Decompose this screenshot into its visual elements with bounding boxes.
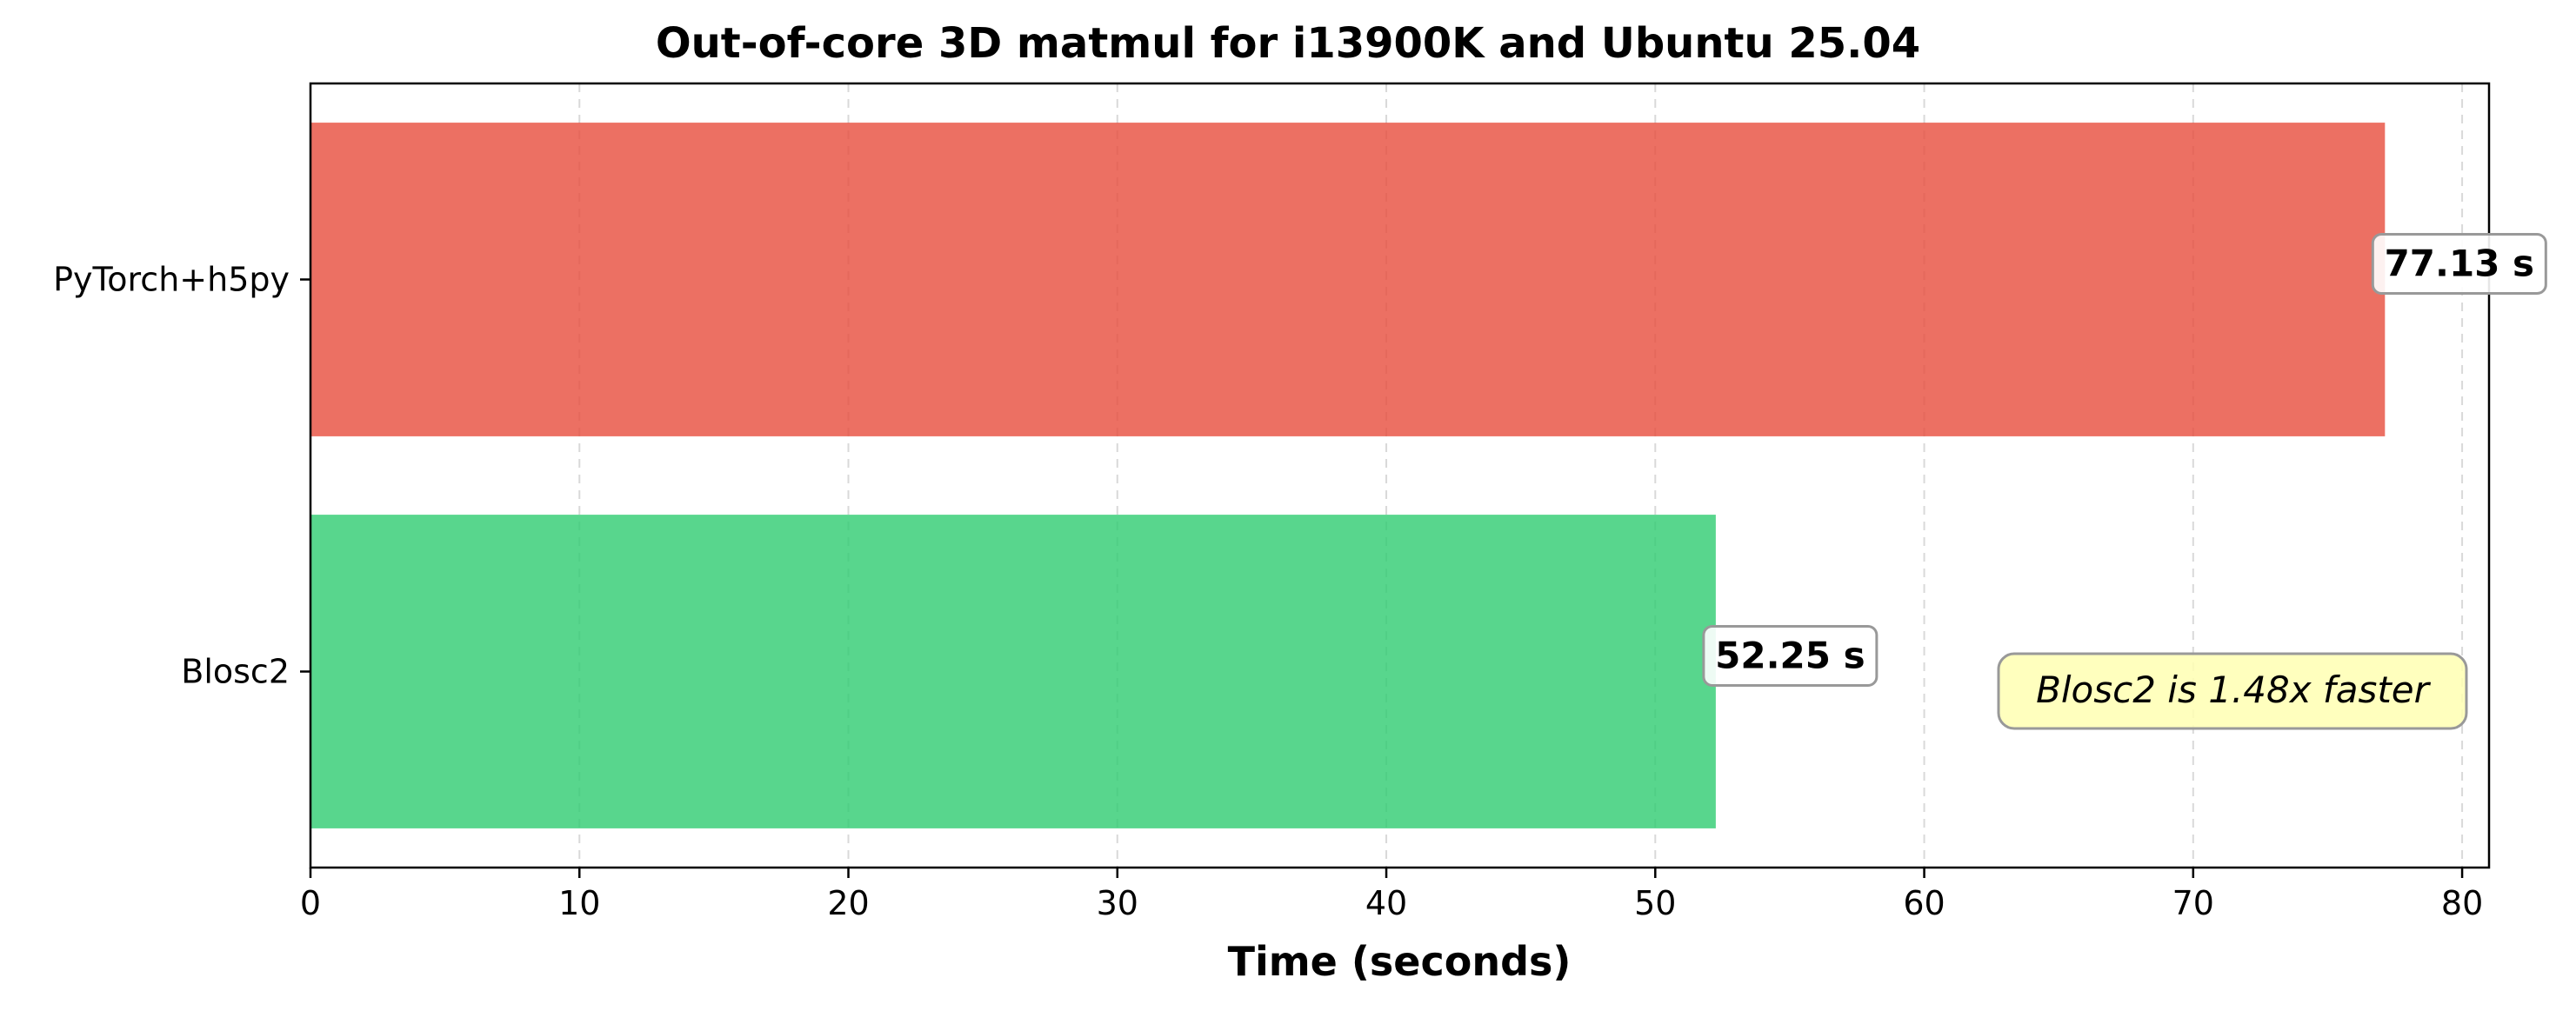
y-tick-label: Blosc2 [181,653,290,691]
data-label: 52.25 s [1715,635,1865,677]
y-tick-label: PyTorch+h5py [53,261,290,299]
x-tick-label: 80 [2441,884,2483,922]
x-axis-label: Time (seconds) [1228,938,1572,985]
data-label-box [2371,233,2547,295]
data-label-box [1702,625,1879,687]
annotation-box [1997,652,2468,730]
x-tick-label: 20 [827,884,869,922]
x-tick-label: 0 [300,884,321,922]
y-ticks: PyTorch+h5py Blosc2 [53,261,310,691]
x-ticks: 0 10 20 30 40 50 60 70 80 [300,868,2483,922]
bar-pytorch-h5py [310,123,2386,436]
data-labels: 77.13 s 52.25 s [1702,233,2547,687]
x-tick-label: 30 [1097,884,1138,922]
x-tick-label: 50 [1634,884,1676,922]
bars [310,123,2386,828]
x-tick-label: 70 [2172,884,2214,922]
plot-frame [309,82,2491,869]
speedup-annotation: Blosc2 is 1.48x faster [1997,652,2468,730]
bar-blosc2 [310,515,1716,828]
x-tick-label: 40 [1365,884,1407,922]
annotation-text: Blosc2 is 1.48x faster [2036,668,2432,711]
chart-title: Out-of-core 3D matmul for i13900K and Ub… [656,19,1920,68]
x-tick-label: 60 [1903,884,1945,922]
x-tick-label: 10 [558,884,600,922]
data-label: 77.13 s [2385,243,2534,285]
